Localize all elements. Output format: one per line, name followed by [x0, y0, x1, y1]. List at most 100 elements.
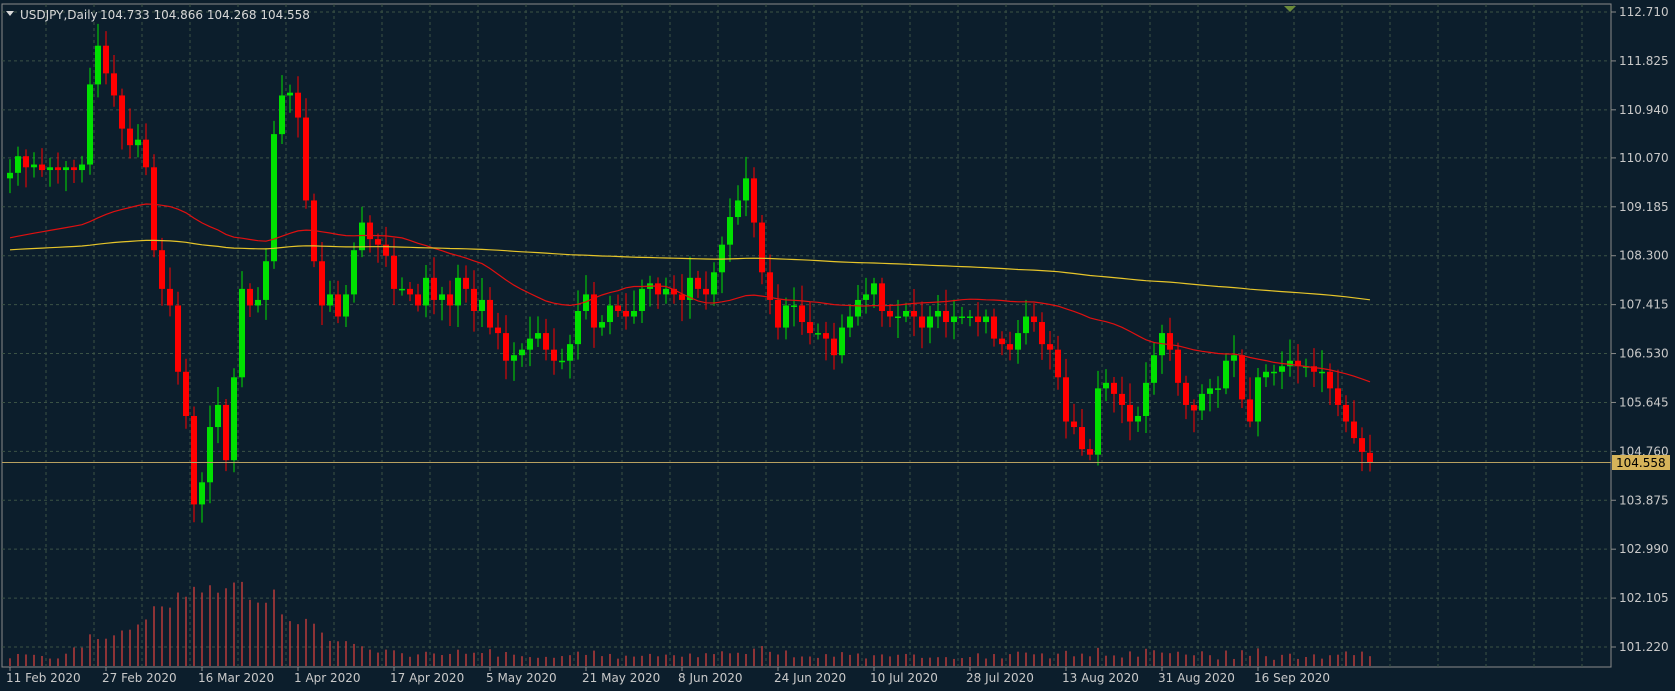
candle-body: [791, 305, 797, 307]
candle-body: [591, 294, 597, 328]
x-tick-label: 16 Mar 2020: [198, 671, 274, 685]
candle-body: [375, 239, 381, 245]
ma-fast-line: [9, 203, 1371, 383]
moving-averages: [2, 203, 1611, 464]
candle-body: [1335, 388, 1341, 405]
x-tick-label: 16 Sep 2020: [1254, 671, 1330, 685]
candle-body: [1079, 427, 1085, 450]
candle-body: [15, 156, 21, 173]
candle-body: [399, 288, 405, 291]
candle-body: [79, 164, 85, 171]
candle-body: [967, 316, 973, 319]
x-tick-label: 10 Jul 2020: [870, 671, 938, 685]
candle-body: [1151, 355, 1157, 383]
candle-body: [1351, 421, 1357, 439]
candle-body: [263, 261, 269, 300]
candle-body: [871, 283, 877, 295]
candle-body: [47, 167, 53, 171]
candle-body: [1175, 349, 1181, 383]
candle-body: [407, 288, 413, 295]
candle-body: [63, 167, 69, 171]
candle-body: [439, 294, 445, 300]
candle-body: [343, 294, 349, 317]
candle-body: [1103, 382, 1109, 389]
y-tick-label: 110.070: [1619, 151, 1669, 165]
candle-body: [1247, 399, 1253, 422]
candle-body: [943, 310, 949, 323]
candle-body: [655, 283, 661, 295]
candle-body: [287, 92, 293, 96]
candle-body: [1023, 316, 1029, 334]
candle-body: [1191, 404, 1197, 411]
candle-body: [7, 172, 13, 179]
candle-body: [839, 327, 845, 356]
candle-body: [583, 294, 589, 311]
candle-body: [191, 415, 197, 505]
candle-body: [559, 360, 565, 363]
candle-body: [1119, 393, 1125, 405]
candle-body: [111, 73, 117, 96]
symbol-label: USDJPY,Daily: [20, 8, 98, 22]
candle-body: [447, 294, 453, 306]
candle-body: [959, 316, 965, 319]
candle-body: [199, 482, 205, 505]
y-tick-label: 109.185: [1619, 200, 1669, 214]
candle-body: [903, 310, 909, 317]
candle-body: [759, 222, 765, 273]
volume-bars: [9, 581, 1371, 666]
y-tick-label: 106.530: [1619, 347, 1669, 361]
candle-body: [1127, 404, 1133, 422]
y-tick-label: 110.940: [1619, 103, 1669, 117]
dropdown-triangle-icon[interactable]: [6, 11, 14, 16]
candle-body: [239, 288, 245, 378]
candle-body: [879, 283, 885, 311]
candle-body: [415, 294, 421, 306]
ohlc-label: 104.733 104.866 104.268 104.558: [100, 8, 310, 22]
candle-body: [615, 305, 621, 311]
current-price-badge: [1612, 455, 1670, 470]
candle-body: [167, 288, 173, 306]
candle-body: [143, 139, 149, 168]
candle-body: [183, 371, 189, 416]
candle-body: [535, 333, 541, 339]
candle-body: [503, 333, 509, 361]
candle-body: [423, 277, 429, 306]
candle-body: [1263, 371, 1269, 378]
candle-body: [743, 178, 749, 201]
candle-body: [279, 95, 285, 135]
candle-body: [1183, 382, 1189, 405]
candle-body: [911, 310, 917, 317]
candle-body: [151, 167, 157, 251]
candle-body: [767, 272, 773, 300]
candle-body: [295, 92, 301, 118]
candle-body: [1295, 360, 1301, 367]
candle-body: [335, 294, 341, 317]
candle-body: [471, 288, 477, 311]
x-tick-label: 21 May 2020: [582, 671, 660, 685]
grid: [1, 3, 1612, 668]
candle-body: [495, 327, 501, 334]
x-tick-label: 1 Apr 2020: [294, 671, 361, 685]
candle-body: [1095, 388, 1101, 455]
candle-body: [431, 277, 437, 300]
candle-body: [103, 45, 109, 74]
candle-body: [703, 288, 709, 295]
candle-body: [1071, 421, 1077, 428]
candle-body: [807, 322, 813, 334]
candle-body: [679, 294, 685, 300]
candle-body: [863, 294, 869, 300]
candle-body: [551, 349, 557, 361]
shift-marker-icon[interactable]: [1284, 6, 1296, 12]
candle-body: [231, 377, 237, 461]
candle-body: [575, 310, 581, 345]
candle-body: [1087, 449, 1093, 455]
candle-body: [919, 316, 925, 328]
candle-body: [1007, 344, 1013, 350]
candle-body: [1327, 371, 1333, 389]
candle-body: [359, 222, 365, 251]
candle-body: [1167, 333, 1173, 350]
candle-body: [711, 272, 717, 295]
